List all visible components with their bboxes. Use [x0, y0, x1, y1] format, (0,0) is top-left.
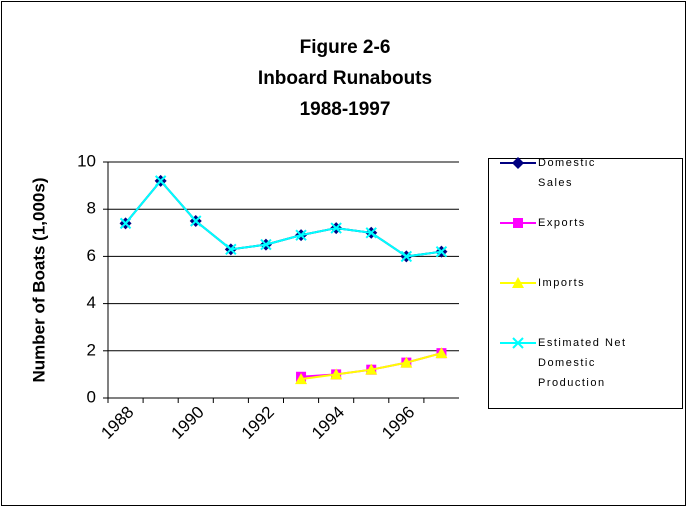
data-point	[400, 356, 413, 368]
data-point	[154, 175, 167, 187]
chart-title: Figure 2-6	[300, 37, 391, 58]
data-point	[295, 373, 308, 385]
legend-label: Imports	[538, 277, 586, 289]
data-point	[119, 217, 132, 230]
chart-title: 1988-1997	[300, 99, 391, 120]
y-tick-label: 8	[87, 199, 96, 218]
legend-label: Domestic Sales	[538, 157, 596, 189]
data-point	[435, 347, 448, 359]
legend-marker	[512, 157, 524, 169]
legend-marker	[512, 337, 524, 349]
chart-title: Inboard Runabouts	[258, 68, 432, 89]
legend-marker	[512, 277, 524, 288]
y-tick-label: 2	[87, 340, 96, 359]
data-point	[225, 243, 237, 256]
data-point	[330, 368, 343, 380]
y-tick-label: 4	[87, 293, 96, 312]
y-tick-label: 0	[87, 387, 96, 406]
legend-label: Exports	[538, 217, 586, 229]
data-point	[365, 227, 377, 239]
y-tick-label: 6	[87, 246, 96, 265]
data-point	[400, 250, 413, 263]
data-point	[190, 215, 202, 227]
data-point	[435, 245, 448, 258]
y-tick-label: 10	[77, 151, 96, 170]
data-point	[330, 222, 342, 234]
data-point	[365, 363, 378, 375]
y-axis-label: Number of Boats (1,000s)	[29, 178, 48, 383]
data-point	[260, 238, 272, 251]
legend-label: Estimated Net Domestic Production	[538, 337, 627, 389]
series-line	[124, 179, 442, 258]
legend-marker	[513, 218, 523, 228]
data-point	[295, 229, 307, 241]
